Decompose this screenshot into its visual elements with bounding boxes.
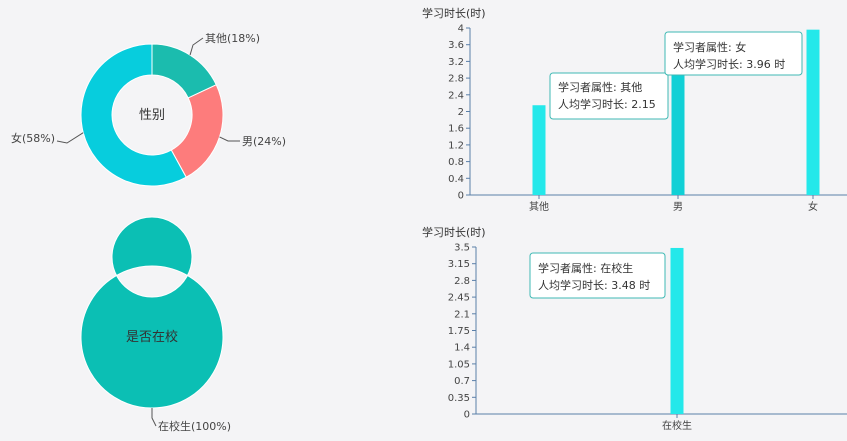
y-tick-label: 3.2 (448, 57, 464, 68)
tooltip-female-line2: 人均学习时长: 3.96 时 (673, 57, 785, 71)
tooltip-female: 学习者属性: 女 人均学习时长: 3.96 时 (664, 31, 803, 76)
y-tick-label: 0 (458, 191, 464, 202)
bar-1[interactable] (671, 61, 685, 196)
donut-label-line-2 (56, 132, 84, 144)
tooltip-female-line1: 学习者属性: 女 (673, 40, 746, 54)
donut-label-line-1 (219, 136, 240, 142)
y-tick-label: 0 (464, 410, 470, 421)
gender-bar-xlabels: 其他 男 女 (529, 200, 818, 213)
donut-slice-2[interactable] (80, 43, 187, 187)
y-tick-label: 0.4 (448, 174, 464, 185)
tooltip-student-line2: 人均学习时长: 3.48 时 (538, 278, 650, 292)
bar-2[interactable] (806, 29, 820, 196)
school-bar-xlabels: 在校生 (662, 419, 692, 432)
y-tick-label: 3.15 (448, 259, 470, 270)
y-tick-label: 1.4 (454, 343, 470, 354)
gender-donut-slices (80, 43, 224, 187)
gender-bar-bars (532, 29, 820, 196)
y-tick-label: 1.6 (448, 124, 464, 135)
gender-bar-chart: 学习时长(时) 0 0.4 0.8 1.2 1.6 2 2.4 2.8 3.2 3.6 4 其他 男 女… (422, 6, 847, 213)
gender-bar-axes: 0 0.4 0.8 1.2 1.6 2 2.4 2.8 3.2 3.6 4 (448, 24, 847, 202)
tooltip-student-box (529, 252, 666, 299)
y-tick-label: 0.7 (454, 376, 470, 387)
gender-donut-labels: 其他(18%) 男(24%) 女(58%) (11, 32, 286, 148)
school-bar-chart: 学习时长(时) 0 0.35 0.7 1.05 1.4 1.75 2.1 2.45 2.8 3.1… (422, 225, 847, 432)
tooltip-student: 学习者属性: 在校生 人均学习时长: 3.48 时 (529, 252, 666, 299)
school-donut-title: 是否在校 (126, 329, 178, 345)
tooltip-female-box (664, 31, 803, 76)
x-tick-label: 女 (808, 200, 818, 213)
y-tick-label: 1.05 (448, 359, 470, 370)
tooltip-student-line1: 学习者属性: 在校生 (538, 261, 633, 275)
y-tick-label: 1.75 (448, 326, 470, 337)
y-tick-label: 0.8 (448, 157, 464, 168)
bar-0[interactable] (670, 247, 684, 414)
school-bar-ylabel: 学习时长(时) (422, 225, 486, 239)
school-bar-bars (670, 247, 684, 414)
y-tick-label: 0.35 (448, 393, 470, 404)
donut-label-0: 其他(18%) (205, 32, 260, 45)
y-tick-label: 2.8 (454, 276, 470, 287)
y-tick-label: 3.6 (448, 40, 464, 51)
y-tick-label: 1.2 (448, 140, 464, 151)
donut-label-2: 女(58%) (11, 131, 55, 145)
y-tick-label: 2.1 (454, 309, 470, 320)
donut-label-line-0 (189, 37, 204, 56)
gender-donut-chart: 性别 其他(18%) 男(24%) 女(58%) (11, 32, 286, 187)
tooltip-other-line1: 学习者属性: 其他 (558, 80, 642, 94)
gender-donut-title: 性别 (139, 108, 165, 123)
school-donut-labels: 在校生(100%) (151, 408, 231, 433)
y-tick-label: 2.4 (448, 90, 464, 101)
y-tick-label: 2 (458, 107, 464, 118)
x-tick-label: 男 (673, 201, 683, 213)
x-tick-label: 其他 (529, 200, 549, 213)
tooltip-other-box (549, 72, 669, 120)
y-tick-label: 4 (458, 24, 464, 35)
gender-bar-ylabel: 学习时长(时) (422, 6, 486, 20)
donut-label-line-0 (151, 408, 157, 427)
x-tick-label: 在校生 (662, 419, 692, 432)
bar-0[interactable] (532, 105, 546, 195)
school-donut-chart: 是否在校 在校生(100%) (80, 216, 231, 433)
school-donut-slices (80, 216, 224, 409)
school-bar-axes: 0 0.35 0.7 1.05 1.4 1.75 2.1 2.45 2.8 3.15 3.5 (448, 243, 847, 421)
donut-slice-0[interactable] (80, 216, 224, 409)
tooltip-other-line2: 人均学习时长: 2.15 (558, 97, 656, 111)
donut-label-1: 男(24%) (242, 135, 286, 148)
tooltip-other: 学习者属性: 其他 人均学习时长: 2.15 (549, 72, 669, 120)
donut-label-0: 在校生(100%) (158, 419, 231, 433)
y-tick-label: 2.45 (448, 293, 470, 304)
y-tick-label: 3.5 (454, 243, 470, 254)
y-tick-label: 2.8 (448, 74, 464, 85)
